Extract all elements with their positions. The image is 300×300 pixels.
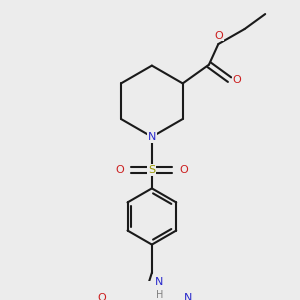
Text: O: O <box>116 165 124 175</box>
Text: O: O <box>97 293 106 300</box>
Text: H: H <box>156 290 163 300</box>
Text: N: N <box>148 132 156 142</box>
Text: N: N <box>155 277 164 287</box>
Text: O: O <box>214 31 223 40</box>
Text: O: O <box>233 75 242 85</box>
Text: S: S <box>148 165 155 175</box>
Text: N: N <box>184 293 193 300</box>
Text: O: O <box>179 165 188 175</box>
